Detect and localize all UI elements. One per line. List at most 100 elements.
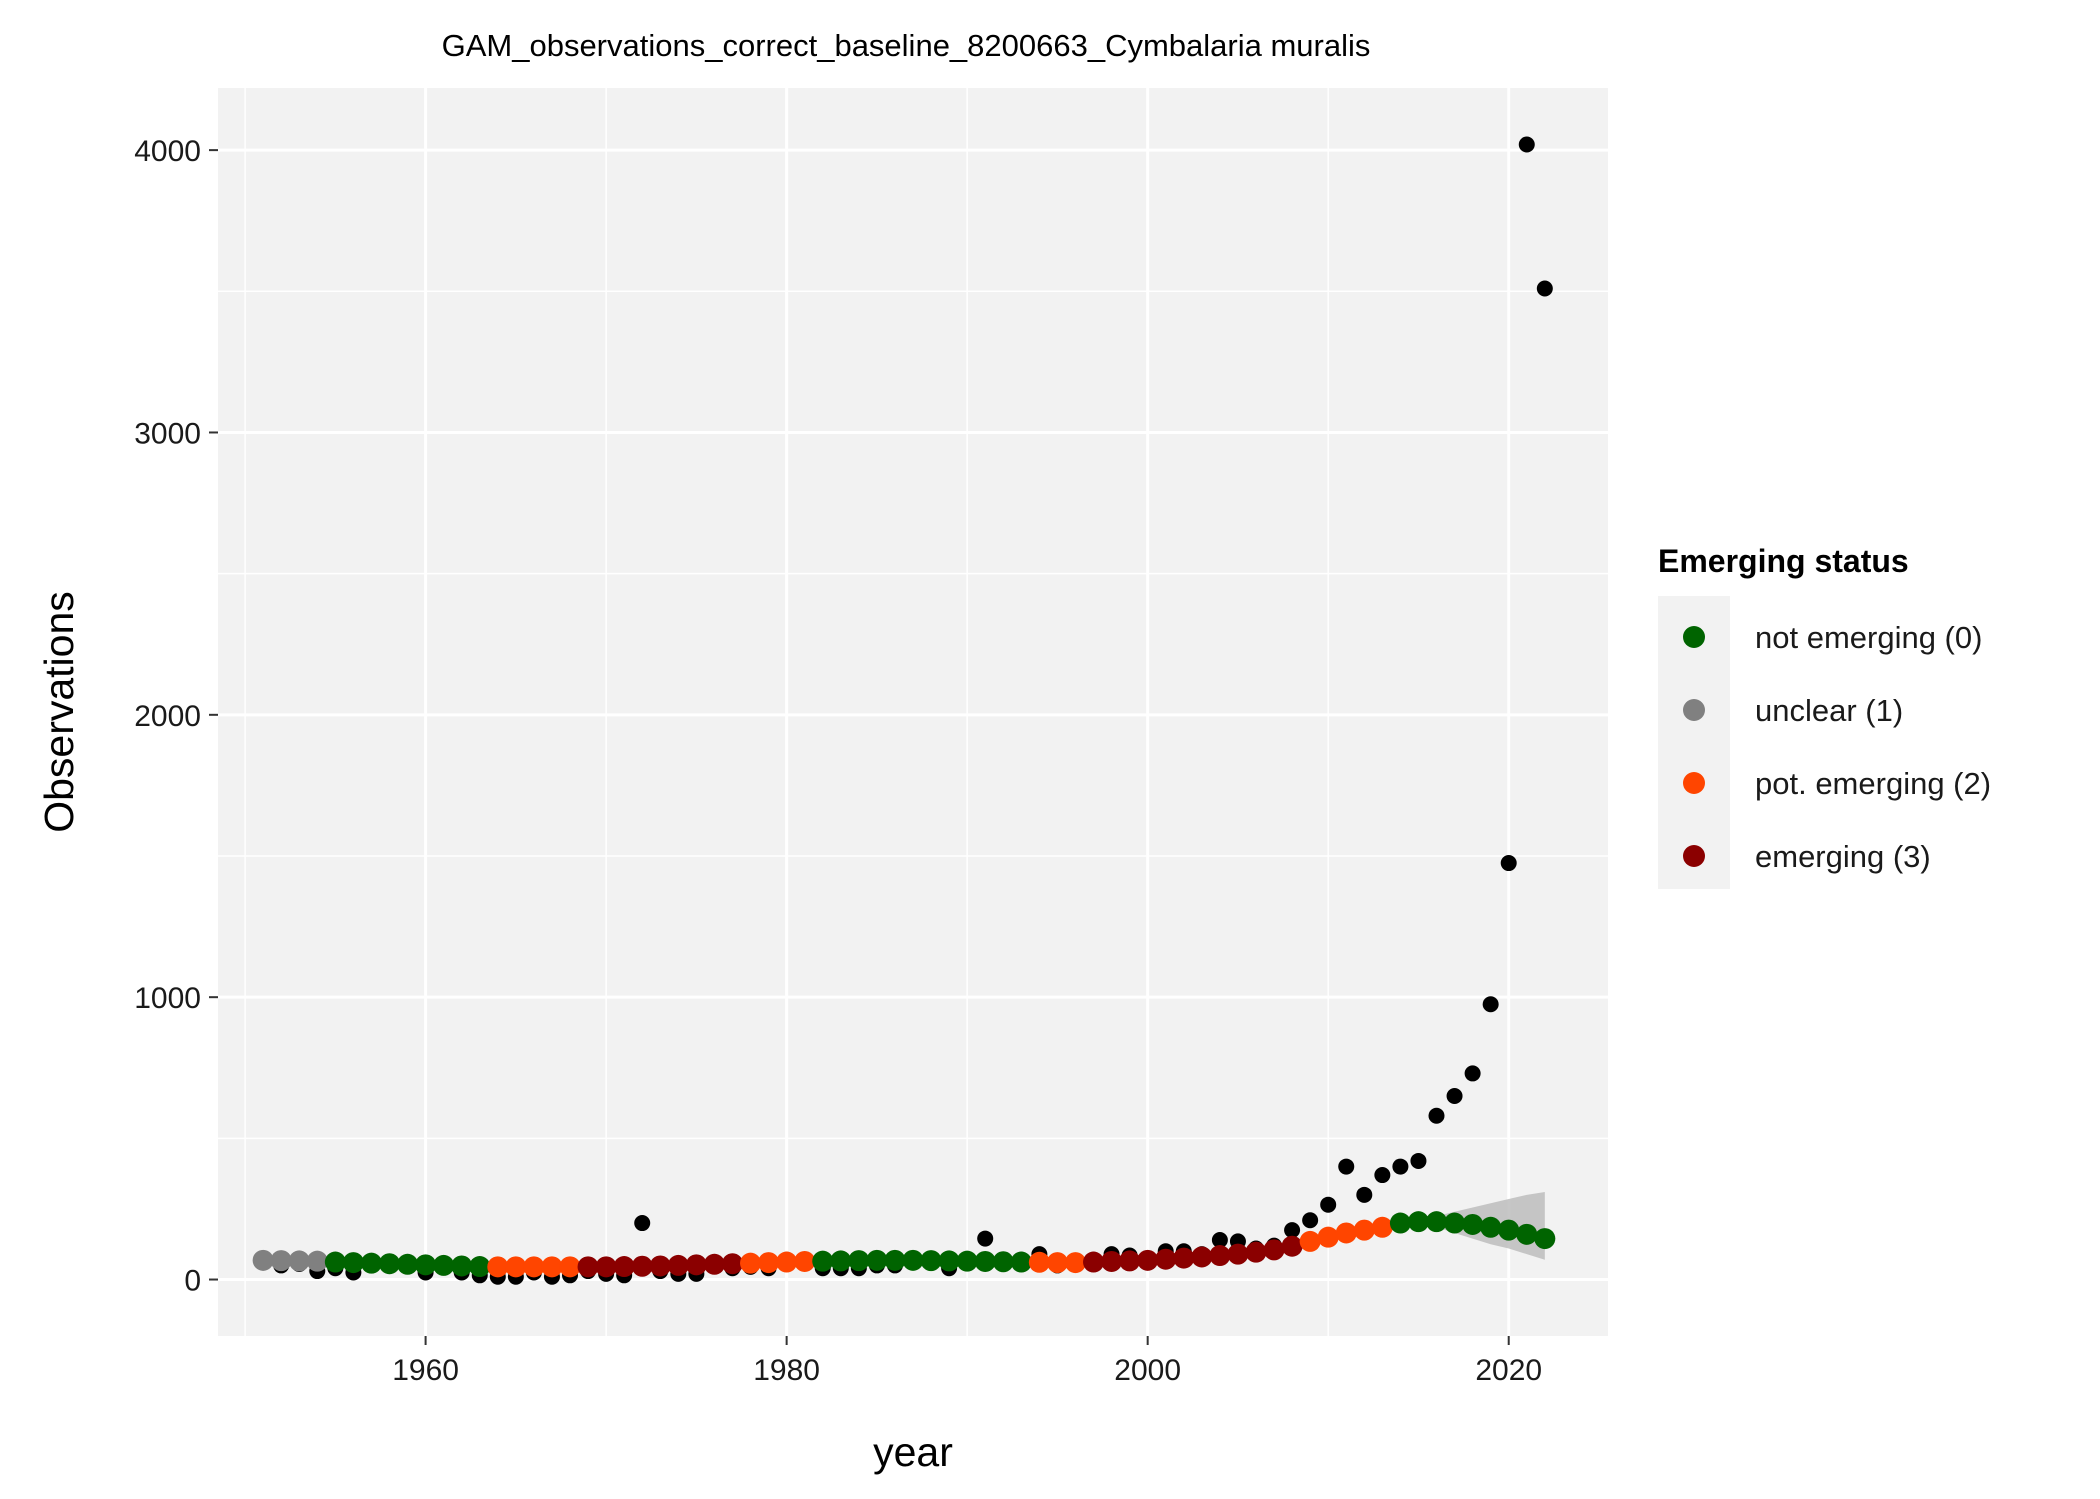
observed-point	[1518, 136, 1535, 153]
legend-label: not emerging (0)	[1755, 620, 1982, 655]
fitted-point	[1480, 1216, 1502, 1238]
fitted-point	[469, 1256, 491, 1278]
x-tick-label: 2000	[1114, 1354, 1181, 1387]
y-tick-label: 4000	[134, 135, 201, 168]
legend-key-2	[1683, 772, 1705, 794]
observed-point	[1356, 1186, 1373, 1203]
legend-label: pot. emerging (2)	[1755, 766, 1991, 801]
observed-point	[1338, 1158, 1355, 1175]
fitted-point	[649, 1255, 671, 1277]
fitted-point	[1462, 1213, 1484, 1235]
observed-point	[1302, 1212, 1319, 1229]
fitted-point	[397, 1253, 419, 1275]
fitted-point	[1191, 1246, 1213, 1268]
fitted-point	[559, 1256, 581, 1278]
fitted-point	[1046, 1252, 1068, 1274]
fitted-point	[1083, 1251, 1105, 1273]
fitted-point	[1028, 1251, 1050, 1273]
fitted-point	[1281, 1235, 1303, 1257]
y-tick-label: 2000	[134, 700, 201, 733]
fitted-point	[1353, 1219, 1375, 1241]
fitted-point	[1010, 1251, 1032, 1273]
fitted-point	[433, 1254, 455, 1276]
fitted-point	[415, 1254, 437, 1276]
legend-key-1	[1683, 699, 1705, 721]
fitted-point	[1407, 1211, 1429, 1233]
fitted-point	[577, 1256, 599, 1278]
fitted-point	[938, 1250, 960, 1272]
fitted-point	[360, 1252, 382, 1274]
fitted-point	[920, 1250, 942, 1272]
observed-point	[1374, 1167, 1391, 1184]
fitted-point	[342, 1252, 364, 1274]
fitted-point	[1371, 1216, 1393, 1238]
fitted-point	[487, 1256, 509, 1278]
fitted-point	[884, 1249, 906, 1271]
major-gridlines	[218, 88, 1608, 1336]
fitted-point	[541, 1256, 563, 1278]
fitted-point	[685, 1254, 707, 1276]
fitted-point	[866, 1249, 888, 1271]
fitted-point	[1516, 1223, 1538, 1245]
x-tick-label: 1980	[753, 1354, 820, 1387]
fitted-point	[1101, 1250, 1123, 1272]
fitted-point	[324, 1251, 346, 1273]
fitted-point	[1137, 1249, 1159, 1271]
y-axis: 0 1000 2000 3000 4000	[134, 135, 218, 1298]
fitted-point	[451, 1255, 473, 1277]
fitted-point	[1426, 1211, 1448, 1233]
fitted-point	[740, 1252, 762, 1274]
fitted-point	[1534, 1228, 1556, 1250]
fitted-point	[306, 1250, 328, 1272]
fitted-point	[703, 1253, 725, 1275]
observed-point	[1410, 1152, 1427, 1169]
fitted-point	[1299, 1230, 1321, 1252]
observed-point	[1464, 1065, 1481, 1082]
y-tick-label: 3000	[134, 417, 201, 450]
fitted-point	[1317, 1226, 1339, 1248]
observed-point	[1320, 1196, 1337, 1213]
legend-label: emerging (3)	[1755, 839, 1931, 874]
fitted-point	[1498, 1219, 1520, 1241]
fitted-point	[1245, 1241, 1267, 1263]
y-tick-label: 0	[184, 1265, 201, 1298]
fitted-point	[992, 1251, 1014, 1273]
legend-label: unclear (1)	[1755, 693, 1903, 728]
fitted-point	[848, 1250, 870, 1272]
fitted-point	[270, 1250, 292, 1272]
observed-point	[977, 1230, 994, 1247]
x-axis-title: year	[873, 1429, 953, 1475]
fitted-point	[667, 1254, 689, 1276]
fitted-point	[1064, 1252, 1086, 1274]
fitted-point	[378, 1253, 400, 1275]
fitted-point	[956, 1250, 978, 1272]
fitted-point	[1173, 1247, 1195, 1269]
observed-point	[1536, 280, 1553, 297]
fitted-point	[794, 1250, 816, 1272]
fitted-point	[252, 1249, 274, 1271]
fitted-point	[505, 1256, 527, 1278]
fitted-point	[776, 1251, 798, 1273]
fitted-point	[1227, 1243, 1249, 1265]
observed-point	[1211, 1232, 1228, 1248]
legend-key-3	[1683, 845, 1705, 867]
fitted-point	[812, 1250, 834, 1272]
minor-gridlines	[218, 88, 1608, 1336]
x-tick-label: 2020	[1475, 1354, 1542, 1387]
y-tick-label: 1000	[134, 982, 201, 1015]
fitted-point	[1263, 1239, 1285, 1261]
fitted-point	[1389, 1212, 1411, 1234]
observed-point	[1482, 996, 1499, 1013]
x-tick-label: 1960	[392, 1354, 459, 1387]
observed-point	[1284, 1222, 1301, 1239]
observed-point	[634, 1215, 651, 1232]
legend-key-0	[1683, 626, 1705, 648]
fitted-point	[721, 1253, 743, 1275]
fitted-point	[1155, 1248, 1177, 1270]
observed-point	[1392, 1158, 1409, 1175]
observed-point	[1500, 855, 1517, 872]
fitted-point	[830, 1250, 852, 1272]
fitted-points-layer	[252, 1211, 1556, 1278]
observed-point	[1428, 1107, 1445, 1124]
